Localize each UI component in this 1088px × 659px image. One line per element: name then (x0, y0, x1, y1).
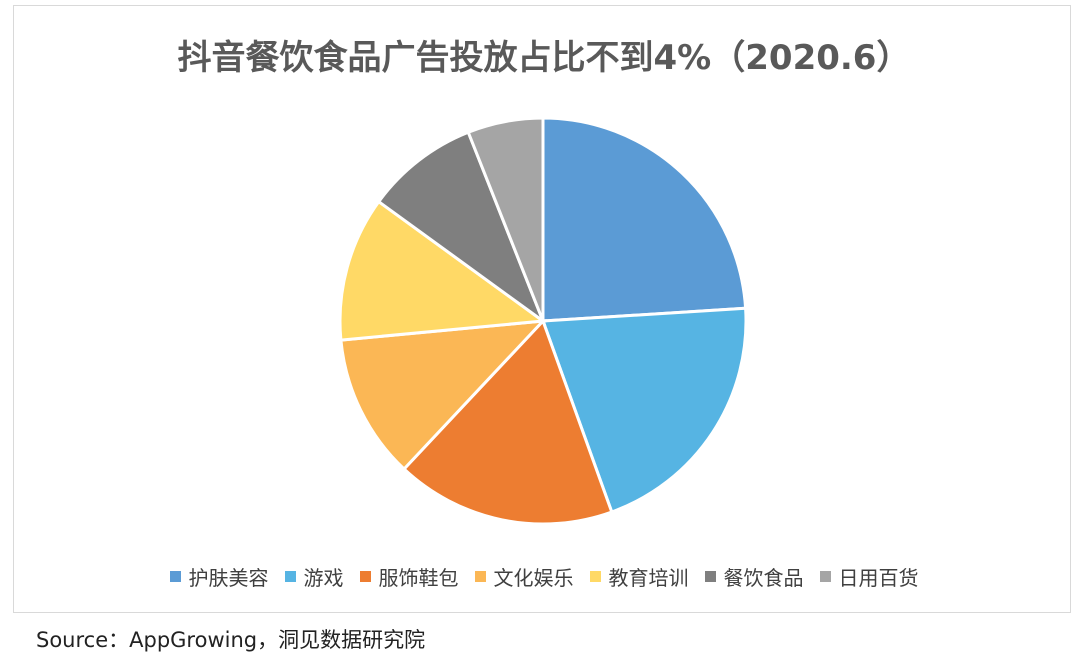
legend-item: 日用百货 (819, 562, 919, 591)
legend: 护肤美容 游戏 服饰鞋包 文化娱乐 教育培训 餐饮食品 日用百货 (0, 562, 1088, 591)
legend-label: 游戏 (303, 566, 344, 590)
legend-swatch (169, 571, 181, 582)
legend-item: 服饰鞋包 (359, 562, 459, 591)
pie-slice (466, 116, 545, 322)
source-note: Source：AppGrowing，洞见数据研究院 (36, 628, 426, 652)
legend-item: 教育培训 (589, 562, 689, 591)
pie-slice (376, 130, 547, 326)
pie-slice (541, 116, 748, 323)
legend-label: 文化娱乐 (493, 566, 574, 590)
legend-item: 文化娱乐 (474, 562, 574, 591)
legend-label: 服饰鞋包 (378, 566, 459, 590)
pie-slice (338, 199, 548, 342)
legend-swatch (284, 571, 296, 582)
legend-swatch (359, 571, 371, 582)
legend-swatch (474, 571, 486, 582)
legend-item: 护肤美容 (169, 562, 269, 591)
legend-item: 餐饮食品 (704, 562, 804, 591)
chart-frame (13, 5, 1071, 613)
legend-swatch (819, 571, 831, 582)
legend-label: 日用百货 (838, 566, 919, 590)
legend-label: 教育培训 (608, 566, 689, 590)
legend-label: 护肤美容 (188, 566, 269, 590)
pie-slice (401, 318, 614, 526)
legend-label: 餐饮食品 (723, 566, 804, 590)
legend-swatch (589, 571, 601, 582)
chart-title: 抖音餐饮食品广告投放占比不到4%（2020.6） (177, 38, 911, 78)
legend-item: 游戏 (284, 562, 344, 591)
pie-slice (339, 319, 547, 472)
legend-swatch (704, 571, 716, 582)
